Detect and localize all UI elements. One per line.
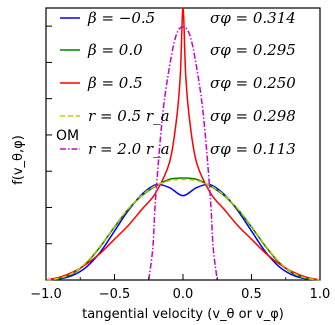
legend-entry-label: β = −0.5: [87, 9, 155, 27]
legend-entry-label: β = 0.0: [87, 41, 143, 59]
ticks-layer: −1.0 −0.5 0.0 0.5 1.0: [30, 25, 331, 302]
x-tick-label: 1.0: [310, 287, 331, 302]
legend-sigma-label: σφ = 0.314: [210, 9, 296, 27]
series-line-4: [148, 26, 218, 281]
legend-entry-label: r = 0.5 r_a: [88, 107, 170, 125]
legend-sigma-label: σφ = 0.250: [210, 74, 296, 92]
legend-sigma-label: σφ = 0.295: [210, 41, 296, 59]
legend-group-label: OM: [56, 128, 79, 144]
series-layer: [45, 7, 321, 281]
legend-entry-label: r = 2.0 r_a: [88, 140, 170, 158]
legend-sigma-label: σφ = 0.298: [210, 107, 296, 125]
series-line-1: [45, 177, 321, 281]
x-tick-label: −1.0: [30, 287, 62, 302]
x-axis-label: tangential velocity (v_θ or v_φ): [82, 307, 284, 322]
series-line-2: [45, 7, 321, 281]
series-line-3: [45, 178, 321, 281]
series-line-0: [45, 183, 321, 281]
y-axis-label: f(v_θ,φ): [11, 135, 26, 185]
legend-sigma-label: σφ = 0.113: [210, 140, 296, 158]
legend-entry-label: β = 0.5: [87, 74, 143, 92]
x-tick-label: 0.5: [241, 287, 262, 302]
x-tick-label: 0.0: [173, 287, 194, 302]
legend: β = −0.5 σφ = 0.314 β = 0.0 σφ = 0.295 β = 0…: [56, 9, 296, 158]
x-tick-label: −0.5: [99, 287, 131, 302]
